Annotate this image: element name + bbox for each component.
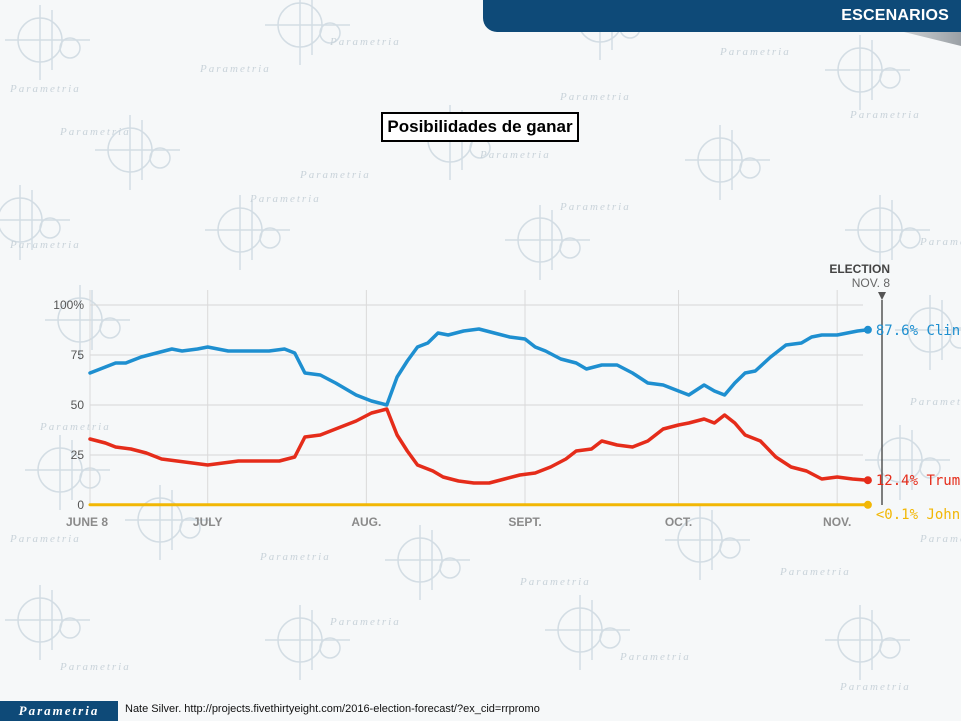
watermark-motif — [45, 285, 130, 360]
watermark-motif — [545, 595, 630, 670]
x-axis-ticks: JUNE 8 JULY AUG. SEPT. OCT. NOV. — [66, 515, 851, 529]
x-tick-label: SEPT. — [508, 515, 541, 529]
watermark-text: Parametria — [849, 109, 921, 121]
watermark-motif — [895, 295, 961, 370]
election-date-label: NOV. 8 — [852, 276, 891, 290]
watermark-text: Parametria — [199, 63, 271, 75]
watermark-motif — [125, 485, 210, 560]
series-end-point-johnson — [863, 500, 872, 509]
watermark-text: Parametria — [779, 566, 851, 578]
chart-title: Posibilidades de ganar — [381, 112, 579, 142]
x-tick-label: AUG. — [351, 515, 381, 529]
watermark-motif — [95, 115, 180, 190]
watermark-motif — [825, 35, 910, 110]
watermark-motif — [505, 205, 590, 280]
watermark-text: Parametria — [9, 533, 81, 545]
watermark-motif — [265, 605, 350, 680]
y-tick-label: 75 — [71, 348, 85, 362]
watermark-text: Parametria — [559, 91, 631, 103]
series-end-label-clinton: 87.6% Clinton — [876, 323, 961, 339]
watermark-motif — [845, 195, 930, 270]
y-tick-label: 50 — [71, 398, 85, 412]
x-tick-label: OCT. — [665, 515, 692, 529]
series-end-label-johnson: <0.1% Johnson — [876, 507, 961, 523]
watermark-text: Parametria — [9, 239, 81, 251]
parametria-logo: Parametria — [0, 701, 118, 721]
watermark-text: Parametria — [299, 169, 371, 181]
watermark-motif — [385, 525, 470, 600]
series-end-point-clinton — [863, 325, 872, 334]
watermark-text: Parametria — [329, 616, 401, 628]
watermark-text: Parametria — [259, 551, 331, 563]
line-chart: 100% 75 50 25 0 JUNE 8 JULY AUG. SEPT. OCT. NOV. … — [53, 262, 961, 529]
chart-grid — [89, 290, 863, 506]
watermark-text: Parametria — [919, 236, 961, 248]
x-tick-label: JUNE 8 — [66, 515, 108, 529]
y-axis-ticks: 100% 75 50 25 0 — [53, 298, 84, 512]
election-arrow-icon — [878, 292, 886, 300]
watermark-motif — [205, 195, 290, 270]
watermark-text: Parametria — [619, 651, 691, 663]
header-title: ESCENARIOS — [841, 7, 949, 24]
watermark-text: Parametria — [719, 46, 791, 58]
x-tick-label: JULY — [193, 515, 223, 529]
watermark-text: Parametria — [839, 681, 911, 693]
y-tick-label: 25 — [71, 448, 85, 462]
watermark-text: Parametria — [9, 83, 81, 95]
y-tick-label: 100% — [53, 298, 84, 312]
watermark-motif — [5, 5, 90, 80]
source-citation: Nate Silver. http://projects.fivethirtye… — [125, 703, 540, 715]
watermark-text: Parametria — [919, 533, 961, 545]
watermark-motif — [5, 585, 90, 660]
watermark-motif — [665, 505, 750, 580]
series-end-label-trump: 12.4% Trump — [876, 473, 961, 489]
y-tick-label: 0 — [77, 498, 84, 512]
watermark-motif — [0, 185, 70, 260]
watermark-text: Parametria — [559, 201, 631, 213]
watermark-motif — [865, 425, 950, 500]
watermark-text: Parametria — [909, 396, 961, 408]
watermark-motif — [685, 125, 770, 200]
x-tick-label: NOV. — [823, 515, 851, 529]
series-end-point-trump — [863, 476, 872, 485]
election-label: ELECTION — [829, 262, 890, 276]
watermark-text: Parametria — [59, 126, 131, 138]
watermark-text: Parametria — [329, 36, 401, 48]
series-line-clinton — [88, 327, 870, 407]
series-line-trump — [88, 407, 870, 485]
header-bar: ESCENARIOS — [483, 0, 961, 32]
watermark-text: Parametria — [479, 149, 551, 161]
watermark-motif — [265, 0, 350, 65]
chart-series: 87.6% Clinton 12.4% Trump <0.1% Johnson — [88, 323, 961, 523]
watermark-text: Parametria — [249, 193, 321, 205]
watermark-text: Parametria — [519, 576, 591, 588]
watermark-text: Parametria — [59, 661, 131, 673]
watermark-text: Parametria — [39, 421, 111, 433]
watermark-motif — [825, 605, 910, 680]
